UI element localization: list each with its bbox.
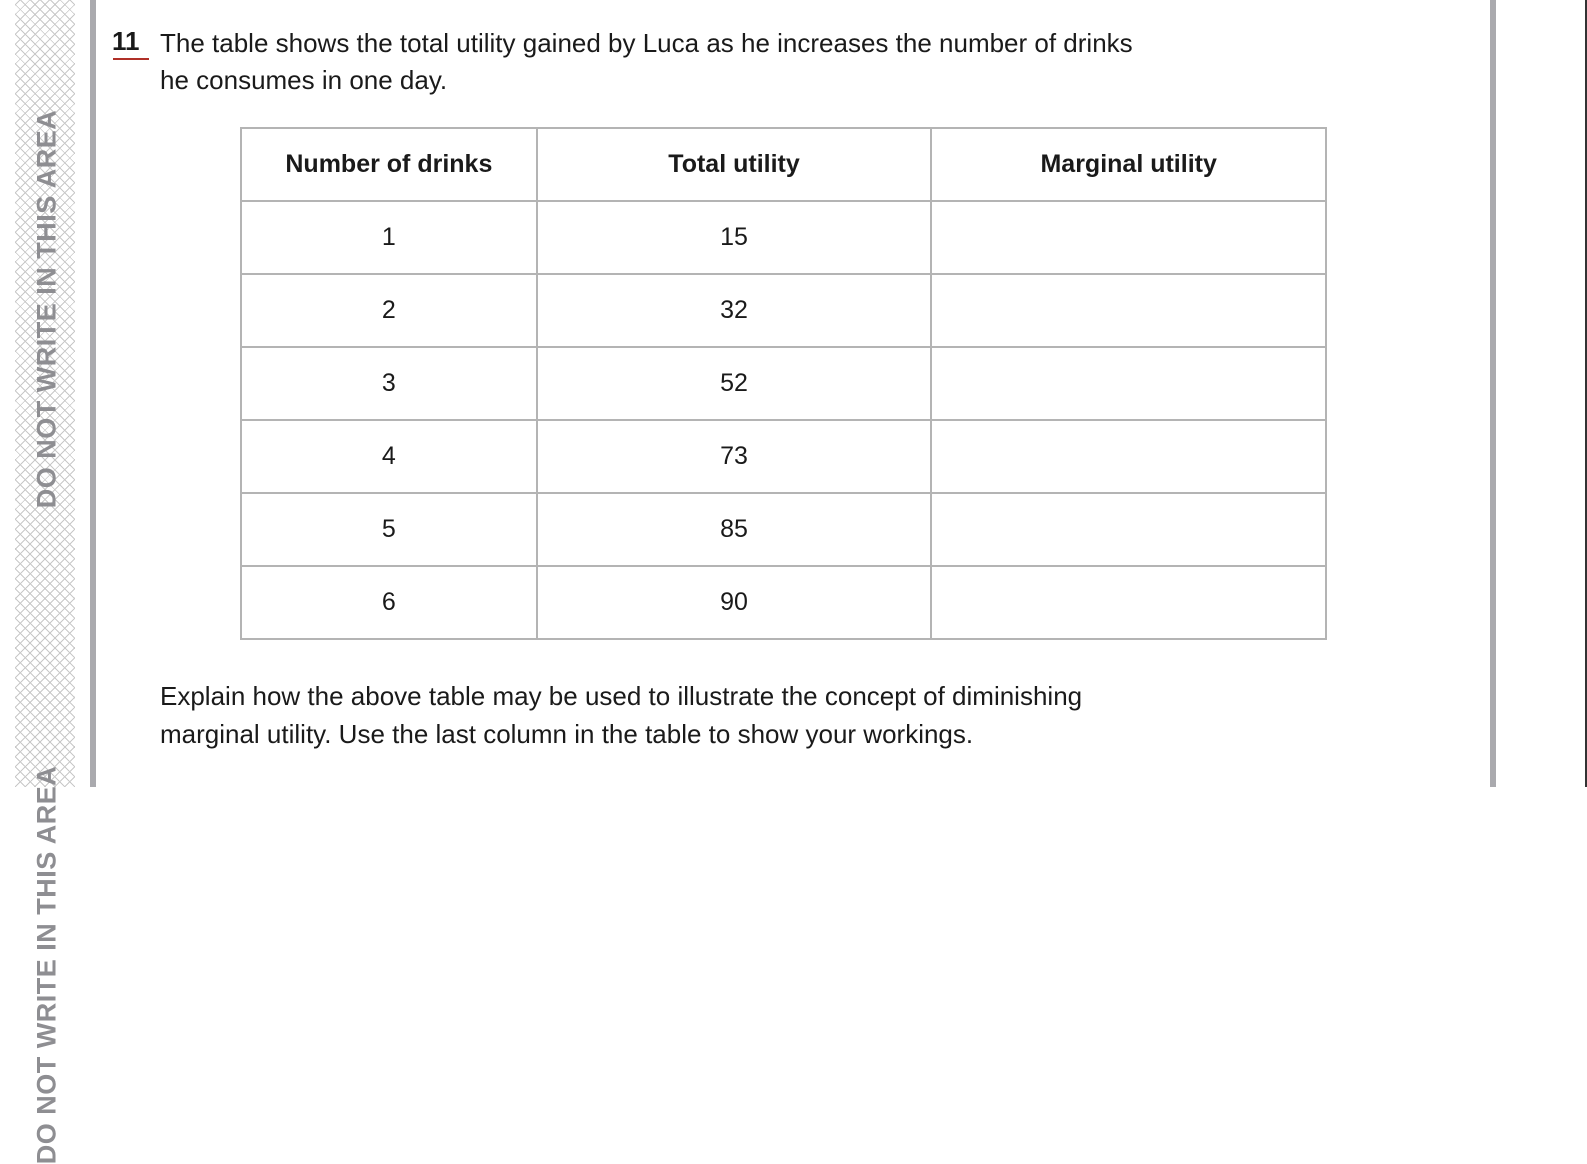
cell-drinks: 4	[240, 419, 538, 494]
right-margin-bar	[1490, 0, 1496, 787]
header-total-utility: Total utility	[535, 127, 933, 202]
cell-drinks: 6	[240, 565, 538, 640]
cell-marginal-utility[interactable]	[930, 492, 1327, 567]
cell-total-utility: 85	[535, 492, 933, 567]
header-drinks: Number of drinks	[240, 127, 538, 202]
table-row: 3 52	[240, 346, 1327, 421]
no-write-margin	[15, 0, 75, 787]
margin-warning: DO NOT WRITE IN THIS AREA	[31, 109, 62, 509]
cell-marginal-utility[interactable]	[930, 565, 1327, 640]
page-edge	[1585, 0, 1587, 787]
table-row: 4 73	[240, 419, 1327, 494]
cell-drinks: 1	[240, 200, 538, 275]
cell-marginal-utility[interactable]	[930, 346, 1327, 421]
question-number: 11	[112, 26, 140, 56]
header-marginal-utility: Marginal utility	[930, 127, 1327, 202]
question-intro-line1: The table shows the total utility gained…	[160, 28, 1133, 58]
margin-warning-cut: DO NOT WRITE IN THIS AREA	[31, 765, 62, 1164]
cell-total-utility: 90	[535, 565, 933, 640]
table-header-row: Number of drinks Total utility Marginal …	[240, 127, 1327, 202]
cell-total-utility: 32	[535, 273, 933, 348]
utility-table: Number of drinks Total utility Marginal …	[240, 127, 1327, 640]
question-prompt-line2: marginal utility. Use the last column in…	[160, 719, 974, 749]
table-row: 6 90	[240, 565, 1327, 640]
table-row: 2 32	[240, 273, 1327, 348]
cell-total-utility: 52	[535, 346, 933, 421]
table-row: 5 85	[240, 492, 1327, 567]
left-margin-bar	[90, 0, 96, 787]
question-number-underline	[113, 58, 149, 60]
table-row: 1 15	[240, 200, 1327, 275]
cell-drinks: 3	[240, 346, 538, 421]
cell-total-utility: 15	[535, 200, 933, 275]
cell-marginal-utility[interactable]	[930, 419, 1327, 494]
question-intro-line2: he consumes in one day.	[160, 65, 448, 95]
cell-marginal-utility[interactable]	[930, 273, 1327, 348]
cell-drinks: 2	[240, 273, 538, 348]
question-prompt-line1: Explain how the above table may be used …	[160, 681, 1083, 711]
cell-marginal-utility[interactable]	[930, 200, 1327, 275]
cell-drinks: 5	[240, 492, 538, 567]
cell-total-utility: 73	[535, 419, 933, 494]
